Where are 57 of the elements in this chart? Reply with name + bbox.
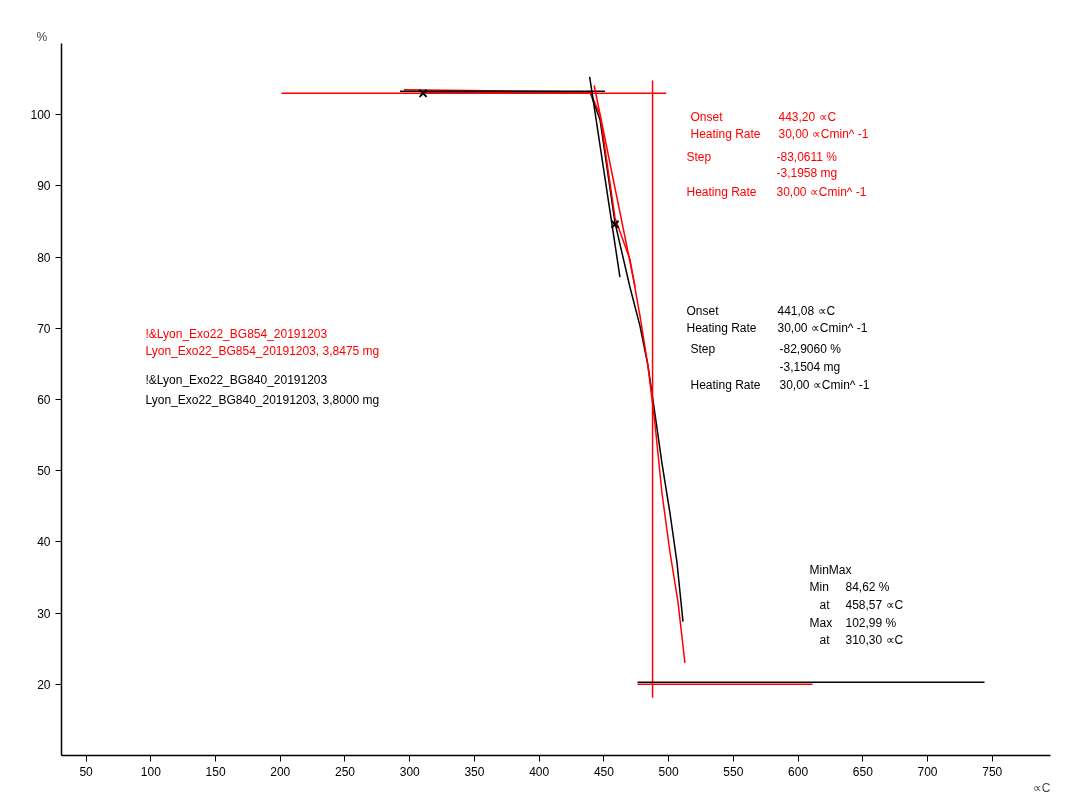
annotation: Step bbox=[690, 341, 716, 356]
y-tick-label: 50 bbox=[37, 464, 51, 479]
annotation: at bbox=[819, 597, 831, 612]
annotation: -83,0611 % bbox=[776, 149, 838, 164]
annotation: Heating Rate bbox=[686, 185, 757, 200]
annotation: -3,1504 mg bbox=[779, 359, 841, 374]
y-tick-label: 80 bbox=[37, 250, 51, 265]
x-tick-label: 600 bbox=[788, 764, 809, 779]
annotation: Max bbox=[809, 615, 833, 630]
x-tick-label: 250 bbox=[334, 764, 356, 779]
x-tick-label: 150 bbox=[205, 764, 226, 779]
x-tick-label: 650 bbox=[852, 764, 874, 779]
annotation: Heating Rate bbox=[686, 321, 757, 336]
y-tick-label: 60 bbox=[37, 393, 51, 407]
x-tick-label: 100 bbox=[140, 764, 162, 779]
annotation: 441,08 ∝C bbox=[777, 304, 836, 319]
annotation: Step bbox=[686, 149, 712, 164]
annotation: Min bbox=[809, 580, 829, 595]
y-axis-title: % bbox=[36, 29, 48, 44]
annotation: Heating Rate bbox=[690, 127, 761, 142]
x-tick-label: 450 bbox=[593, 764, 615, 779]
annotation: Lyon_Exo22_BG840_20191203, 3,8000 mg bbox=[145, 392, 380, 407]
annotation: -3,1958 mg bbox=[776, 166, 838, 181]
y-tick-label: 20 bbox=[37, 677, 51, 692]
annotation: 102,99 % bbox=[845, 615, 897, 630]
annotation: Lyon_Exo22_BG854_20191203, 3,8475 mg bbox=[145, 343, 380, 358]
x-tick-label: 400 bbox=[529, 764, 550, 779]
annotation: Onset bbox=[690, 110, 724, 125]
y-tick-label: 70 bbox=[37, 321, 51, 336]
x-axis-title: ∝C bbox=[1032, 780, 1051, 794]
annotation: 30,00 ∝Cmin^ -1 bbox=[778, 127, 869, 142]
x-tick-label: 50 bbox=[79, 764, 94, 779]
x-tick-label: 700 bbox=[917, 764, 938, 779]
x-tick-label: 350 bbox=[464, 764, 485, 779]
y-tick-label: 30 bbox=[37, 606, 51, 621]
annotation: 30,00 ∝Cmin^ -1 bbox=[779, 378, 870, 393]
annotation: 84,62 % bbox=[845, 580, 890, 595]
x-tick-label: 550 bbox=[723, 764, 744, 779]
x-tick-label: 750 bbox=[982, 764, 1003, 779]
annotation: -82,9060 % bbox=[779, 341, 842, 356]
y-tick-label: 100 bbox=[30, 108, 51, 123]
annotation: 30,00 ∝Cmin^ -1 bbox=[777, 321, 868, 336]
annotation: 30,00 ∝Cmin^ -1 bbox=[776, 185, 867, 200]
y-tick-label: 90 bbox=[37, 179, 51, 194]
x-tick-label: 500 bbox=[658, 764, 679, 779]
annotation: !&Lyon_Exo22_BG854_20191203 bbox=[145, 327, 328, 342]
x-tick-label: 300 bbox=[399, 764, 421, 779]
annotation: 458,57 ∝C bbox=[845, 597, 904, 612]
annotation: Heating Rate bbox=[690, 378, 761, 393]
annotation: 310,30 ∝C bbox=[845, 633, 904, 648]
annotation: Onset bbox=[686, 304, 720, 319]
annotation: MinMax bbox=[809, 563, 852, 578]
x-tick-label: 200 bbox=[270, 764, 291, 779]
y-tick-label: 40 bbox=[37, 535, 51, 550]
annotation: !&Lyon_Exo22_BG840_20191203 bbox=[145, 373, 328, 388]
annotation: at bbox=[819, 633, 831, 648]
annotation: 443,20 ∝C bbox=[778, 110, 837, 125]
